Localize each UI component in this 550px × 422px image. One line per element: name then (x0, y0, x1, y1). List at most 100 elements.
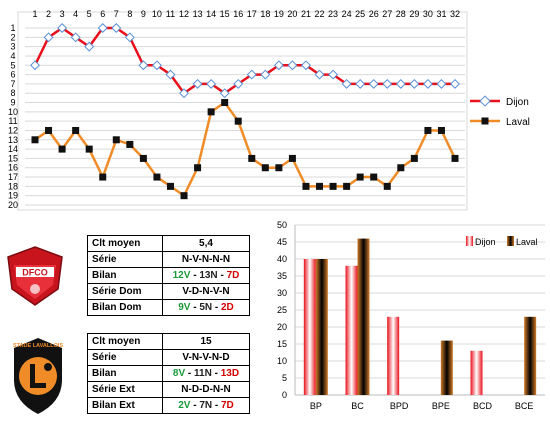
bar-laval-bpe (440, 340, 453, 395)
legend-laval-label: Laval (506, 117, 530, 128)
laval-serie-ext-label: Série Ext (87, 381, 163, 398)
line-chart-legend: Dijon Laval (470, 95, 530, 128)
dijon-bilan-dom-label: Bilan Dom (87, 299, 163, 316)
y-tick-label: 20 (8, 200, 18, 210)
data-point-dijon (97, 23, 108, 33)
data-point-dijon (111, 23, 122, 33)
data-point-laval (410, 154, 418, 162)
y-tick-label: 30 (277, 288, 287, 298)
x-tick-label: 8 (127, 9, 132, 19)
x-tick-label: 5 (87, 9, 92, 19)
x-tick-label: 25 (355, 9, 365, 19)
data-point-dijon (206, 78, 217, 89)
y-tick-label: 10 (277, 356, 287, 366)
x-tick-label: 28 (396, 9, 406, 19)
data-point-dijon (30, 60, 40, 71)
bar-chart-legend: Dijon Laval (466, 236, 538, 247)
laval-bilan-label: Bilan (87, 365, 163, 382)
bar-laval-bc (357, 238, 370, 395)
data-point-dijon (138, 60, 149, 71)
data-point-laval (72, 126, 80, 134)
table-row: Bilan Ext 2V - 7N - 7D (87, 397, 250, 414)
data-point-dijon (151, 60, 162, 71)
x-tick-label: 4 (73, 9, 78, 19)
y-tick-label: 15 (8, 153, 18, 163)
dijon-stats-table: Clt moyen 5,4 Série N-V-N-N-N Bilan 12V … (87, 235, 250, 316)
data-point-laval (451, 154, 459, 162)
line-chart-x-ticks: 1 2 3 4 5 6 7 8 9 10 11 12 13 14 15 16 17 18 19 20 21 22 23 24 2… (32, 9, 460, 19)
y-tick-label: 40 (277, 254, 287, 264)
data-point-laval (343, 182, 351, 190)
line-chart-grid (17, 11, 468, 211)
y-tick-label: 35 (277, 271, 287, 281)
bar-chart-y-ticks: 0 5 10 15 20 25 30 35 40 45 50 (277, 220, 287, 400)
y-tick-label: 17 (8, 172, 18, 182)
line-chart-series (30, 23, 460, 200)
dijon-serie-dom-value: V-D-N-V-N (162, 283, 250, 300)
dijon-bilan-label: Bilan (87, 267, 163, 284)
data-point-laval (302, 182, 310, 190)
x-tick-label: 14 (206, 9, 216, 19)
data-point-laval (85, 145, 93, 153)
data-point-dijon (233, 78, 244, 89)
data-point-laval (370, 173, 378, 181)
bar-chart-grid (294, 224, 545, 396)
data-point-laval (99, 173, 107, 181)
bar-laval-bp (315, 259, 328, 395)
table-row: Clt moyen 5,4 (87, 235, 250, 252)
bar-dijon-bp (303, 259, 316, 395)
dijon-serie-dom-label: Série Dom (87, 283, 163, 300)
data-point-dijon (260, 69, 271, 80)
data-point-laval (275, 164, 283, 172)
laval-bilan-value: 8V - 11N - 13D (162, 365, 250, 382)
data-point-laval (153, 173, 161, 181)
x-tick-label: 19 (274, 9, 284, 19)
x-tick-label: 23 (328, 9, 338, 19)
y-tick-label: 5 (282, 373, 287, 383)
data-point-dijon (355, 78, 366, 89)
data-point-laval (139, 154, 147, 162)
x-tick-label: BP (310, 401, 322, 411)
y-tick-label: 50 (277, 220, 287, 230)
y-tick-label: 15 (277, 339, 287, 349)
data-point-dijon (301, 60, 311, 71)
x-tick-label: 3 (60, 9, 65, 19)
bar-chart-x-ticks: BP BC BPD BPE BCD BCE (310, 401, 534, 411)
x-tick-label: 2 (46, 9, 51, 19)
table-row: Série N-V-N-N-N (87, 251, 250, 268)
x-tick-label: 13 (193, 9, 203, 19)
bar-chart-bars (303, 238, 537, 395)
data-point-dijon (409, 78, 420, 89)
table-row: Bilan Dom 9V - 5N - 2D (87, 299, 250, 316)
y-tick-label: 19 (8, 191, 18, 201)
y-tick-label: 45 (277, 237, 287, 247)
data-point-laval (126, 140, 134, 148)
laval-bilan-ext-value: 2V - 7N - 7D (162, 397, 250, 414)
line-chart-frame (17, 11, 468, 211)
x-tick-label: 29 (409, 9, 419, 19)
x-tick-label: BPE (432, 401, 450, 411)
data-point-dijon (43, 32, 54, 43)
dijon-bilan-value: 12V - 13N - 7D (162, 267, 250, 284)
bar-dijon-bc (345, 265, 358, 395)
dijon-logo: DFCO (7, 246, 63, 306)
data-point-dijon (450, 78, 460, 89)
data-point-laval (207, 108, 215, 116)
data-point-dijon (57, 23, 68, 33)
data-point-dijon (219, 88, 230, 99)
x-tick-label: 18 (260, 9, 270, 19)
laval-serie-label: Série (87, 349, 163, 366)
table-row: Série Ext N-D-D-N-N (87, 381, 250, 398)
data-point-dijon (328, 69, 339, 80)
laval-serie-ext-value: N-D-D-N-N (162, 381, 250, 398)
data-point-dijon (70, 32, 81, 43)
bar-laval-bce (524, 316, 537, 395)
data-point-laval (383, 182, 391, 190)
y-tick-label: 7 (10, 79, 15, 89)
laval-bilan-ext-label: Bilan Ext (87, 397, 163, 414)
dijon-bilan-dom-value: 9V - 5N - 2D (162, 299, 250, 316)
x-tick-label: 20 (287, 9, 297, 19)
x-tick-label: 31 (436, 9, 446, 19)
data-point-dijon (192, 78, 203, 89)
